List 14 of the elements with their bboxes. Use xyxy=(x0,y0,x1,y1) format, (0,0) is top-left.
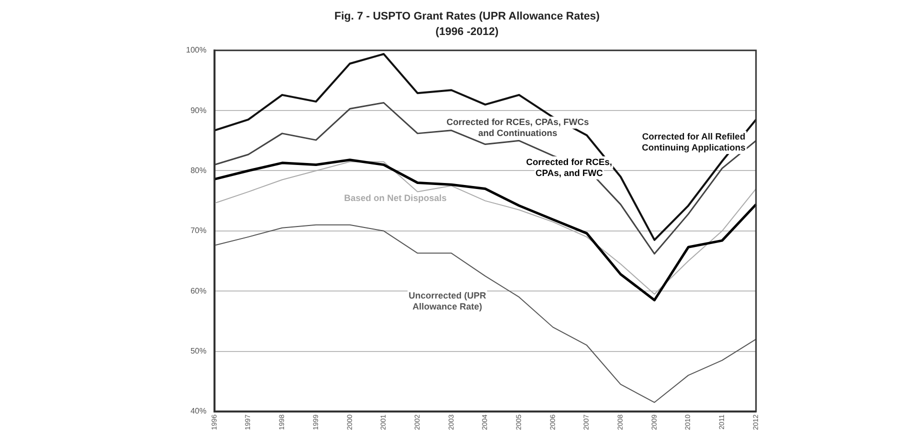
series-label: Uncorrected (UPR Allowance Rate) xyxy=(408,290,487,312)
series-label: Corrected for RCEs, CPAs, FWCs and Continuations xyxy=(446,117,589,138)
text: Corrected for RCEs, CPAs, and FWC xyxy=(526,156,612,178)
chart-title: Fig. 7 - USPTO Grant Rates (UPR Allowance Rates) xyxy=(334,10,600,23)
y-tick-label: 70% xyxy=(190,226,206,236)
chart-subtitle: (1996 -2012) xyxy=(436,26,499,38)
y-tick-label: 100% xyxy=(186,46,206,55)
series-label: Based on Net Disposals xyxy=(344,192,447,203)
y-tick-label: 40% xyxy=(190,406,206,416)
y-tick-label: 60% xyxy=(190,286,206,296)
y-tick-label: 50% xyxy=(190,346,206,356)
series-label: Corrected for All Refiled Continuing Applications xyxy=(642,132,746,153)
y-tick-label: 80% xyxy=(190,166,206,175)
y-tick-label: 90% xyxy=(190,106,206,115)
